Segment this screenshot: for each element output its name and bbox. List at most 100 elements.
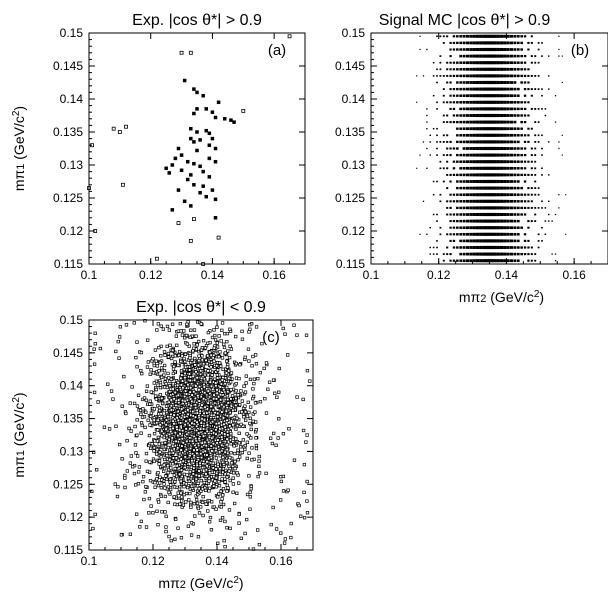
data-point bbox=[107, 427, 112, 431]
mc-cell bbox=[506, 246, 510, 249]
data-point bbox=[218, 350, 222, 354]
data-point bbox=[212, 393, 216, 397]
mc-cell bbox=[516, 219, 520, 223]
data-point bbox=[206, 401, 210, 405]
data-point bbox=[186, 485, 190, 490]
data-point bbox=[206, 369, 210, 373]
scatter-points bbox=[90, 319, 312, 551]
mc-cell bbox=[439, 160, 442, 163]
data-point bbox=[161, 431, 166, 436]
mc-cell bbox=[475, 153, 480, 157]
data-point bbox=[233, 466, 237, 471]
mc-cell bbox=[459, 94, 463, 97]
mc-cell bbox=[456, 193, 459, 196]
data-point bbox=[225, 339, 229, 344]
mc-cell bbox=[426, 147, 428, 150]
data-point bbox=[231, 476, 235, 480]
data-point bbox=[198, 190, 202, 195]
mc-cell bbox=[499, 67, 504, 71]
data-point bbox=[130, 385, 134, 389]
mc-cell bbox=[534, 147, 537, 150]
mc-cell bbox=[432, 193, 435, 196]
data-point bbox=[248, 490, 252, 494]
data-point bbox=[191, 349, 195, 353]
mc-cell bbox=[479, 173, 483, 177]
data-point bbox=[199, 376, 204, 380]
data-point bbox=[237, 521, 241, 525]
mc-cell bbox=[503, 226, 507, 230]
mc-cell bbox=[503, 34, 507, 38]
mc-cell bbox=[506, 239, 510, 243]
data-point bbox=[222, 422, 226, 426]
mc-cell bbox=[489, 87, 493, 91]
mc-cell bbox=[492, 100, 497, 104]
mc-cell bbox=[452, 48, 456, 51]
mc-cell bbox=[527, 68, 530, 71]
mc-cell bbox=[499, 166, 504, 170]
data-point bbox=[254, 428, 258, 432]
mc-cell bbox=[446, 200, 449, 203]
mc-cell bbox=[459, 35, 463, 38]
mc-cell bbox=[530, 193, 533, 196]
data-point bbox=[153, 485, 157, 489]
data-point bbox=[162, 457, 167, 462]
data-point bbox=[195, 343, 199, 347]
scatter-points bbox=[416, 34, 567, 263]
mc-cell bbox=[516, 193, 520, 196]
mc-cell bbox=[527, 220, 530, 223]
mc-cell bbox=[469, 87, 473, 91]
data-point bbox=[201, 465, 205, 470]
data-point bbox=[135, 433, 139, 437]
mc-cell bbox=[541, 207, 543, 209]
data-point bbox=[188, 368, 192, 372]
data-point bbox=[233, 451, 237, 456]
data-point bbox=[90, 489, 94, 494]
data-point bbox=[157, 462, 161, 466]
mc-cell bbox=[513, 213, 517, 216]
mc-cell bbox=[432, 127, 435, 130]
mc-cell bbox=[472, 114, 476, 117]
mc-cell bbox=[506, 133, 510, 137]
mc-cell bbox=[489, 41, 493, 45]
data-point bbox=[181, 503, 186, 507]
data-point bbox=[153, 439, 157, 443]
data-point bbox=[128, 401, 132, 405]
mc-cell bbox=[465, 246, 470, 249]
mc-cell bbox=[459, 252, 463, 256]
mc-cell bbox=[469, 67, 473, 71]
mc-cell bbox=[530, 160, 533, 163]
data-point bbox=[207, 479, 211, 483]
data-point bbox=[226, 486, 230, 490]
mc-cell bbox=[489, 140, 493, 144]
data-point bbox=[102, 425, 107, 429]
data-point bbox=[136, 482, 141, 486]
data-point bbox=[207, 457, 211, 461]
mc-cell bbox=[459, 160, 463, 163]
data-point bbox=[242, 415, 246, 419]
data-point bbox=[135, 454, 140, 458]
mc-cell bbox=[459, 114, 463, 117]
data-point bbox=[139, 519, 143, 524]
mc-cell bbox=[469, 186, 473, 190]
mc-cell bbox=[469, 213, 473, 216]
mc-cell bbox=[523, 134, 527, 137]
data-point bbox=[144, 410, 148, 415]
mc-cell bbox=[486, 41, 490, 45]
data-point bbox=[199, 394, 203, 399]
mc-cell bbox=[472, 213, 476, 216]
data-point bbox=[251, 419, 255, 423]
mc-cell bbox=[503, 246, 507, 249]
mc-cell bbox=[534, 213, 537, 216]
mc-cell bbox=[523, 140, 527, 143]
data-point bbox=[271, 378, 276, 382]
mc-cell bbox=[513, 41, 517, 45]
mc-cell bbox=[558, 147, 560, 150]
mc-cell bbox=[544, 108, 547, 110]
x-axis: 0.1 0.12 0.14 0.16 bbox=[81, 33, 306, 282]
data-point bbox=[148, 372, 152, 376]
data-point bbox=[184, 427, 188, 431]
data-point bbox=[241, 438, 246, 442]
mc-cell bbox=[475, 232, 480, 236]
data-point bbox=[188, 361, 193, 365]
data-point bbox=[172, 364, 176, 369]
